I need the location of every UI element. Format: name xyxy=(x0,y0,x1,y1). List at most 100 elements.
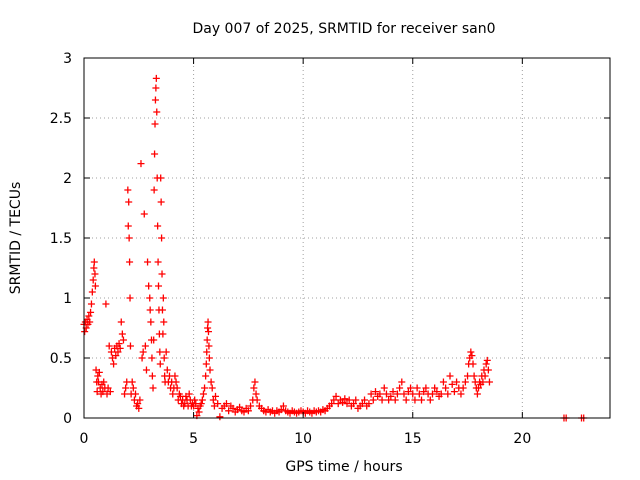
data-point xyxy=(396,384,404,392)
data-point xyxy=(202,372,210,380)
data-point xyxy=(124,222,132,230)
data-point xyxy=(439,378,447,386)
data-point xyxy=(148,372,156,380)
data-point xyxy=(387,392,395,400)
data-point xyxy=(205,354,213,362)
data-point xyxy=(461,378,469,386)
data-point xyxy=(142,366,150,374)
data-point xyxy=(467,348,475,356)
data-point xyxy=(380,384,388,392)
data-point xyxy=(191,396,199,404)
data-point xyxy=(134,400,142,408)
data-point xyxy=(132,390,140,398)
data-point xyxy=(91,270,99,278)
data-point xyxy=(391,396,399,404)
data-point xyxy=(484,366,492,374)
data-point xyxy=(437,390,445,398)
data-point xyxy=(409,390,417,398)
y-tick-label: 0 xyxy=(63,411,72,427)
data-point xyxy=(350,400,358,408)
y-tick-label: 1 xyxy=(63,291,72,307)
data-point xyxy=(146,294,154,302)
data-point xyxy=(481,372,489,380)
data-point xyxy=(473,390,481,398)
data-point xyxy=(418,396,426,404)
data-point xyxy=(90,258,98,266)
data-point xyxy=(250,384,258,392)
data-point xyxy=(126,294,134,302)
data-point xyxy=(136,396,144,404)
data-point xyxy=(153,108,161,116)
data-point xyxy=(251,378,259,386)
data-point xyxy=(352,396,360,404)
data-point xyxy=(201,384,209,392)
data-point xyxy=(199,390,207,398)
data-point xyxy=(150,186,158,194)
data-point xyxy=(148,354,156,362)
data-point xyxy=(160,354,168,362)
data-point xyxy=(345,396,353,404)
data-point xyxy=(483,356,491,364)
data-point xyxy=(124,186,132,194)
data-point xyxy=(89,276,97,284)
data-point xyxy=(203,348,211,356)
data-point xyxy=(114,348,122,356)
data-point xyxy=(128,378,136,386)
data-point xyxy=(173,384,181,392)
data-point xyxy=(402,396,410,404)
data-point xyxy=(139,348,147,356)
x-axis-label: GPS time / hours xyxy=(285,459,402,475)
data-point xyxy=(468,352,476,360)
data-point xyxy=(205,342,213,350)
data-point xyxy=(137,160,145,168)
data-point xyxy=(157,198,165,206)
data-point xyxy=(81,328,89,336)
data-point xyxy=(154,222,162,230)
data-point xyxy=(475,384,482,392)
data-point xyxy=(151,150,159,158)
data-point xyxy=(470,372,478,380)
data-point xyxy=(104,384,112,392)
data-point xyxy=(90,264,98,272)
data-point xyxy=(204,328,212,336)
data-point xyxy=(86,318,94,326)
data-point xyxy=(152,74,160,82)
data-point xyxy=(91,282,99,290)
data-point xyxy=(343,400,351,408)
data-point xyxy=(339,398,347,406)
data-point xyxy=(398,378,406,386)
data-point xyxy=(102,300,110,308)
data-point xyxy=(159,294,167,302)
x-tick-label: 0 xyxy=(80,431,89,447)
data-point xyxy=(464,372,472,380)
data-point xyxy=(229,404,237,412)
data-point xyxy=(433,388,441,396)
data-point xyxy=(431,384,439,392)
data-point xyxy=(141,342,149,350)
data-point xyxy=(244,407,252,415)
data-point xyxy=(87,308,95,316)
data-point xyxy=(149,384,157,392)
data-point xyxy=(361,396,369,404)
data-point xyxy=(378,396,386,404)
x-tick-label: 20 xyxy=(513,431,531,447)
data-point xyxy=(236,403,244,411)
data-point xyxy=(151,96,159,104)
data-point xyxy=(94,372,102,380)
data-point xyxy=(116,344,124,352)
data-point xyxy=(135,404,143,412)
data-point xyxy=(169,390,177,398)
data-point xyxy=(279,402,287,410)
data-point xyxy=(150,336,158,344)
data-point xyxy=(376,390,384,398)
data-point xyxy=(428,390,436,398)
axes: 0 5 10 15 20 0 0.5 1 1.5 2 2.5 3 xyxy=(50,51,610,447)
data-point xyxy=(216,413,224,421)
data-point xyxy=(459,384,467,392)
data-point xyxy=(422,384,430,392)
grid xyxy=(84,58,610,418)
data-point xyxy=(125,234,133,242)
data-point xyxy=(107,348,115,356)
data-point xyxy=(159,330,167,338)
